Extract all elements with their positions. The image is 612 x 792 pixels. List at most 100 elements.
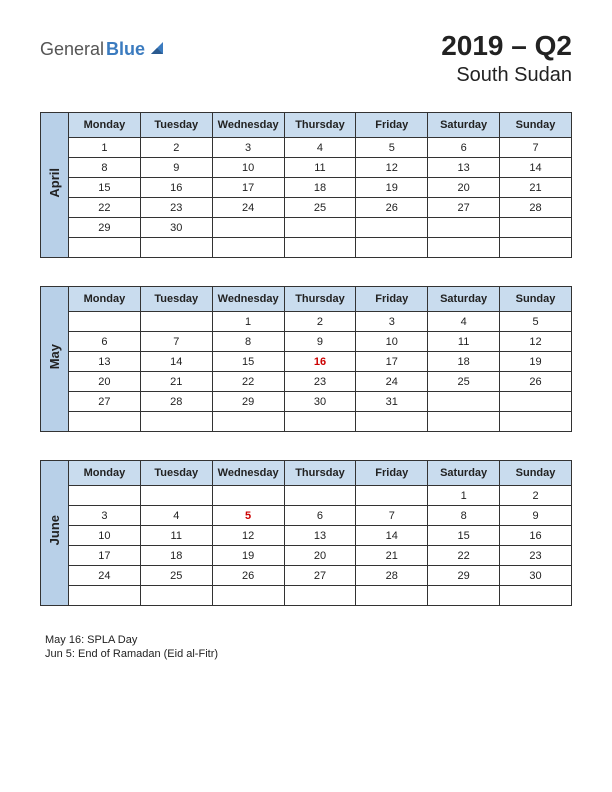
day-header: Monday <box>69 287 141 312</box>
calendar-table: MayMondayTuesdayWednesdayThursdayFridayS… <box>40 286 572 432</box>
day-cell: 6 <box>69 332 141 352</box>
day-header: Saturday <box>428 461 500 486</box>
day-cell <box>212 238 284 258</box>
day-header: Sunday <box>500 461 572 486</box>
day-cell <box>140 586 212 606</box>
day-cell <box>69 586 141 606</box>
day-cell: 17 <box>69 546 141 566</box>
day-cell: 15 <box>428 526 500 546</box>
day-cell: 10 <box>356 332 428 352</box>
day-header: Thursday <box>284 113 356 138</box>
day-header: Wednesday <box>212 113 284 138</box>
day-cell: 27 <box>428 198 500 218</box>
day-cell: 30 <box>500 566 572 586</box>
day-cell: 23 <box>140 198 212 218</box>
day-cell: 3 <box>356 312 428 332</box>
day-header: Tuesday <box>140 113 212 138</box>
calendar-block-june: JuneMondayTuesdayWednesdayThursdayFriday… <box>40 460 572 606</box>
year-quarter: 2019 – Q2 <box>441 30 572 62</box>
day-cell: 13 <box>428 158 500 178</box>
day-cell <box>140 486 212 506</box>
day-cell <box>69 312 141 332</box>
day-cell: 24 <box>212 198 284 218</box>
week-row: 12 <box>41 486 572 506</box>
day-cell: 28 <box>356 566 428 586</box>
week-row: 891011121314 <box>41 158 572 178</box>
day-cell: 7 <box>356 506 428 526</box>
calendars-container: AprilMondayTuesdayWednesdayThursdayFrida… <box>40 112 572 606</box>
day-cell: 27 <box>69 392 141 412</box>
day-cell: 7 <box>140 332 212 352</box>
day-cell: 9 <box>500 506 572 526</box>
day-cell: 1 <box>69 138 141 158</box>
day-cell: 26 <box>356 198 428 218</box>
holidays-list: May 16: SPLA Day Jun 5: End of Ramadan (… <box>40 634 572 660</box>
week-row: 1234567 <box>41 138 572 158</box>
day-cell <box>284 238 356 258</box>
day-cell <box>140 238 212 258</box>
day-cell: 17 <box>356 352 428 372</box>
day-cell: 20 <box>284 546 356 566</box>
logo-text-blue: Blue <box>106 39 145 60</box>
day-header: Thursday <box>284 461 356 486</box>
day-header: Monday <box>69 113 141 138</box>
day-cell <box>428 218 500 238</box>
day-cell <box>500 412 572 432</box>
day-cell: 19 <box>212 546 284 566</box>
day-cell: 30 <box>284 392 356 412</box>
week-row <box>41 412 572 432</box>
day-cell: 2 <box>140 138 212 158</box>
day-header: Wednesday <box>212 461 284 486</box>
day-cell <box>428 392 500 412</box>
day-header: Sunday <box>500 113 572 138</box>
week-row: 24252627282930 <box>41 566 572 586</box>
day-cell: 3 <box>212 138 284 158</box>
day-cell: 29 <box>428 566 500 586</box>
month-label-cell: May <box>41 287 69 432</box>
day-cell: 15 <box>69 178 141 198</box>
day-cell <box>356 412 428 432</box>
logo: General Blue <box>40 30 167 61</box>
day-header: Thursday <box>284 287 356 312</box>
day-cell: 7 <box>500 138 572 158</box>
header: General Blue 2019 – Q2 South Sudan <box>40 30 572 87</box>
holiday-note: Jun 5: End of Ramadan (Eid al-Fitr) <box>45 648 572 660</box>
calendar-block-may: MayMondayTuesdayWednesdayThursdayFridayS… <box>40 286 572 432</box>
day-header: Monday <box>69 461 141 486</box>
country: South Sudan <box>441 64 572 87</box>
day-cell: 17 <box>212 178 284 198</box>
day-cell: 12 <box>500 332 572 352</box>
day-cell: 26 <box>500 372 572 392</box>
day-cell: 6 <box>428 138 500 158</box>
day-cell: 5 <box>356 138 428 158</box>
calendar-block-april: AprilMondayTuesdayWednesdayThursdayFrida… <box>40 112 572 258</box>
day-cell: 26 <box>212 566 284 586</box>
day-cell: 16 <box>284 352 356 372</box>
day-cell: 8 <box>69 158 141 178</box>
day-cell <box>212 412 284 432</box>
day-cell: 13 <box>284 526 356 546</box>
day-cell <box>356 218 428 238</box>
day-cell: 25 <box>284 198 356 218</box>
day-cell: 14 <box>140 352 212 372</box>
week-row: 13141516171819 <box>41 352 572 372</box>
day-cell: 23 <box>500 546 572 566</box>
day-cell: 5 <box>212 506 284 526</box>
day-cell: 9 <box>284 332 356 352</box>
header-right: 2019 – Q2 South Sudan <box>441 30 572 87</box>
day-cell <box>428 412 500 432</box>
day-cell: 11 <box>140 526 212 546</box>
day-cell <box>500 392 572 412</box>
day-cell: 20 <box>428 178 500 198</box>
week-row: 3456789 <box>41 506 572 526</box>
day-cell: 23 <box>284 372 356 392</box>
day-cell: 4 <box>284 138 356 158</box>
day-cell: 12 <box>356 158 428 178</box>
week-row: 22232425262728 <box>41 198 572 218</box>
day-cell: 21 <box>140 372 212 392</box>
day-cell <box>140 312 212 332</box>
day-cell: 12 <box>212 526 284 546</box>
day-cell <box>428 586 500 606</box>
day-cell: 18 <box>140 546 212 566</box>
month-label-cell: June <box>41 461 69 606</box>
